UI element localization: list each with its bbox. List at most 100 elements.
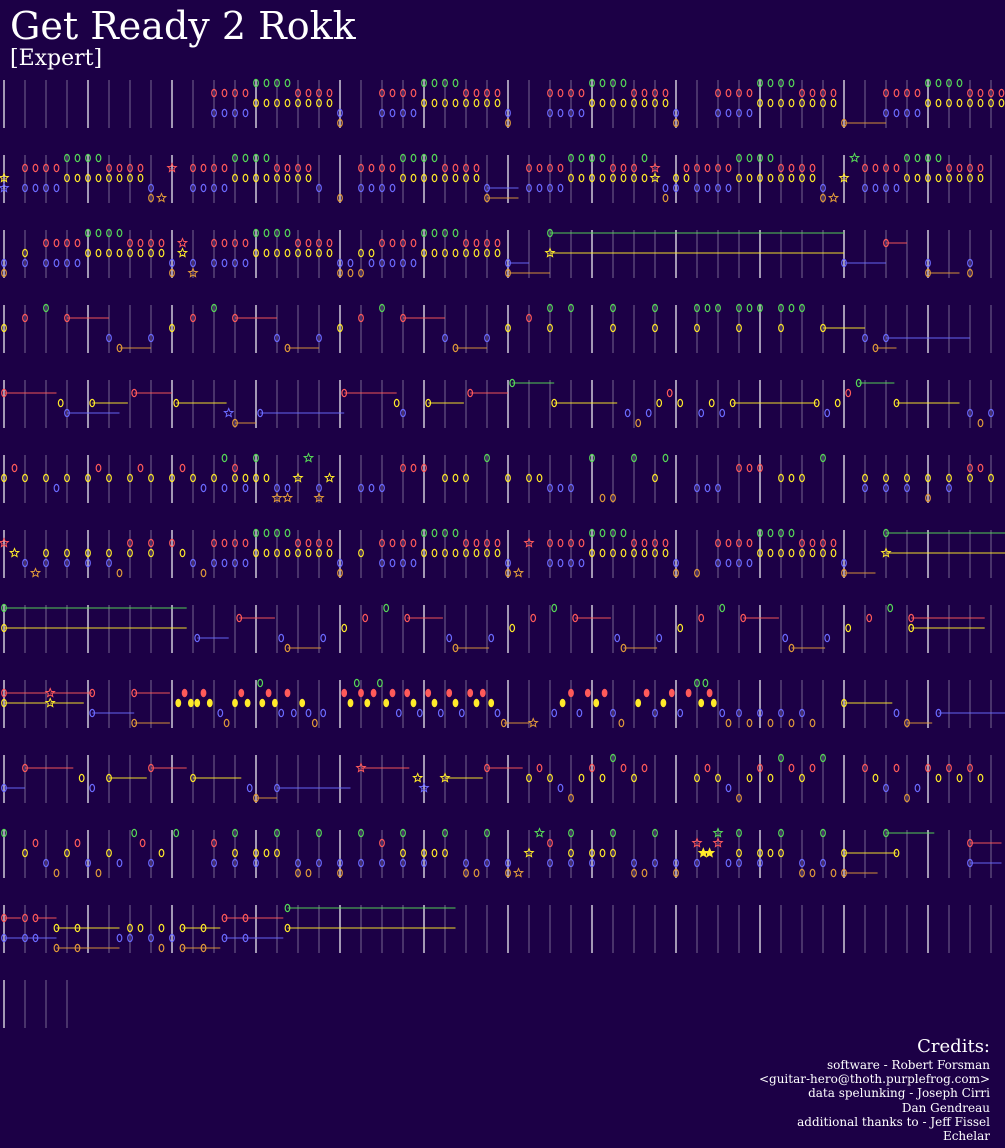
note-gem [236, 613, 243, 623]
note-gem [631, 173, 637, 183]
note-gem [547, 303, 553, 313]
note-gem [337, 858, 343, 868]
note-gem [400, 88, 406, 98]
credit-line: software - Robert Forsman [826, 1058, 990, 1072]
note-gem [977, 163, 984, 173]
note-gem [610, 98, 616, 108]
note-gem [316, 538, 322, 548]
note-gem [862, 183, 868, 193]
note-gem [187, 698, 194, 708]
note-gem [925, 173, 931, 183]
note-gem [221, 558, 228, 568]
note-gem [263, 848, 270, 858]
note-gem [547, 163, 553, 173]
note-gem [526, 163, 532, 173]
note-gem [232, 463, 238, 473]
note-gem [977, 773, 984, 783]
note-gem [914, 108, 921, 118]
star-note [302, 452, 315, 463]
note-gem [645, 408, 652, 418]
note-gem [551, 398, 558, 408]
note-gem [326, 238, 333, 248]
note-gem [610, 753, 616, 763]
note-gem [547, 483, 553, 493]
note-gem [820, 88, 826, 98]
note-gem [253, 78, 259, 88]
note-gem [53, 183, 60, 193]
note-gem [442, 78, 448, 88]
note-gem [652, 548, 658, 558]
note-gem [221, 108, 228, 118]
note-gem [914, 173, 921, 183]
note-gem [211, 183, 217, 193]
note-gem [547, 183, 553, 193]
note-gem [505, 558, 511, 568]
note-gem [452, 163, 459, 173]
note-gem [127, 538, 133, 548]
note-gem [74, 153, 81, 163]
note-gem [200, 568, 207, 578]
note-gem [631, 163, 637, 173]
note-gem [274, 483, 280, 493]
note-gem [85, 858, 91, 868]
note-gem [274, 783, 280, 793]
note-gem [358, 548, 364, 558]
note-gem [757, 173, 763, 183]
note-gem [673, 558, 679, 568]
note-gem [631, 538, 637, 548]
note-gem [473, 868, 480, 878]
note-gem [631, 773, 637, 783]
note-gem [799, 868, 805, 878]
note-gem [666, 388, 673, 398]
note-gem [253, 548, 259, 558]
note-gem [358, 483, 364, 493]
star-note [439, 772, 451, 783]
note-gem [305, 98, 312, 108]
note-gem [977, 463, 984, 473]
note-gem [116, 858, 123, 868]
note-gem [452, 98, 459, 108]
note-gem [179, 943, 186, 953]
note-gem [452, 248, 459, 258]
note-gem [242, 153, 249, 163]
note-gem [736, 153, 742, 163]
note-gem [446, 688, 453, 698]
note-gem [578, 153, 585, 163]
note-gem [169, 473, 175, 483]
note-gem [736, 88, 742, 98]
note-gem [284, 528, 291, 538]
note-gem [845, 388, 852, 398]
credits-heading: Credits: [917, 1036, 990, 1057]
note-gem [148, 763, 154, 773]
note-gem [74, 238, 81, 248]
note-gem [799, 88, 805, 98]
note-gem [190, 773, 196, 783]
note-gem [410, 538, 417, 548]
note-gem [673, 173, 679, 183]
note-gem [547, 838, 553, 848]
note-gem [494, 98, 501, 108]
note-gem [211, 838, 217, 848]
note-gem [290, 708, 297, 718]
note-gem [719, 408, 726, 418]
note-gem [778, 323, 784, 333]
note-gem [158, 923, 165, 933]
note-gem [593, 698, 600, 708]
note-gem [410, 463, 417, 473]
note-gem [253, 248, 259, 258]
note-gem [64, 173, 70, 183]
note-gem [778, 848, 784, 858]
note-gem [635, 698, 642, 708]
note-gem [473, 88, 480, 98]
note-gem [53, 258, 60, 268]
note-gem [253, 473, 259, 483]
note-gem [379, 558, 385, 568]
note-gem [43, 473, 49, 483]
note-gem [757, 528, 763, 538]
note-gem [809, 548, 816, 558]
note-gem [284, 923, 291, 933]
note-gem [211, 473, 217, 483]
note-gem [106, 248, 112, 258]
note-gem [893, 183, 900, 193]
note-gem [64, 153, 70, 163]
